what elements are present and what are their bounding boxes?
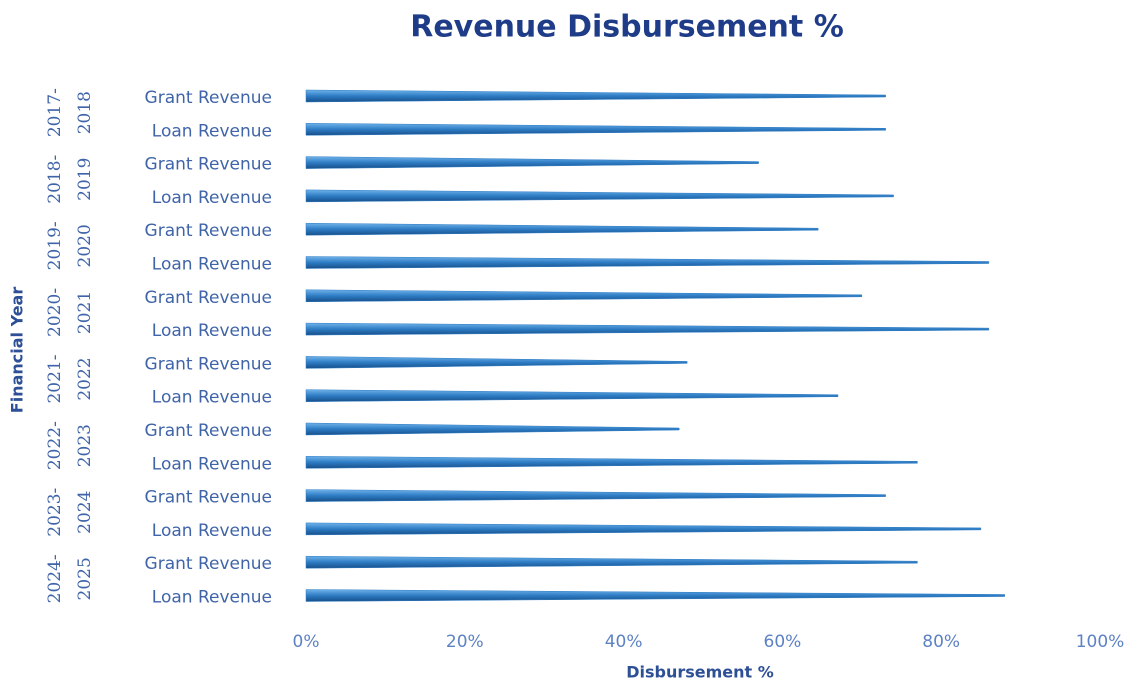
- bar: [305, 289, 863, 303]
- group-label: 2018- 2019: [45, 155, 95, 204]
- bar: [305, 123, 886, 136]
- x-tick-label: 60%: [764, 632, 802, 652]
- bar: [305, 322, 990, 336]
- group-label-line: 2022: [75, 357, 95, 400]
- x-tick-label: 100%: [1076, 632, 1125, 652]
- group-label-line: 2018-: [45, 155, 65, 204]
- bar: [305, 356, 688, 369]
- bar: [305, 522, 982, 536]
- bar: [305, 422, 680, 436]
- y-tick-label: Grant Revenue: [145, 554, 272, 574]
- group-label: 2023- 2024: [45, 488, 95, 537]
- y-tick-label: Loan Revenue: [152, 188, 272, 208]
- group-label-line: 2021-: [45, 355, 65, 404]
- group-label-line: 2020-: [45, 288, 65, 337]
- y-tick-label: Grant Revenue: [145, 221, 272, 241]
- group-label-line: 2024: [75, 491, 95, 534]
- x-tick-label: 20%: [446, 632, 484, 652]
- group-label: 2021- 2022: [45, 355, 95, 404]
- group-label: 2022- 2023: [45, 421, 95, 470]
- group-label-line: 2023-: [45, 488, 65, 537]
- y-tick-label: Loan Revenue: [152, 121, 272, 141]
- y-tick-label: Loan Revenue: [152, 521, 272, 541]
- bar: [305, 256, 990, 269]
- y-tick-label: Grant Revenue: [145, 288, 272, 308]
- x-axis-title: Disbursement %: [626, 663, 774, 682]
- y-tick-label: Loan Revenue: [152, 588, 272, 608]
- bar: [305, 222, 819, 236]
- group-label-line: 2018: [75, 91, 95, 134]
- y-tick-label: Grant Revenue: [145, 354, 272, 374]
- group-label-line: 2021: [75, 291, 95, 334]
- y-tick-label: Grant Revenue: [145, 421, 272, 441]
- bar: [305, 589, 1005, 602]
- y-tick-label: Grant Revenue: [145, 155, 272, 175]
- y-tick-label: Loan Revenue: [152, 255, 272, 275]
- group-label-line: 2023: [75, 424, 95, 467]
- chart-title: Revenue Disbursement %: [410, 10, 844, 45]
- bar: [305, 156, 759, 169]
- group-label: 2019- 2020: [45, 221, 95, 270]
- group-label-line: 2025: [75, 557, 95, 600]
- y-tick-label: Grant Revenue: [145, 488, 272, 508]
- group-label: 2024- 2025: [45, 554, 95, 603]
- group-label: 2017- 2018: [45, 88, 95, 137]
- group-label: 2020- 2021: [45, 288, 95, 337]
- bar: [305, 555, 918, 569]
- y-tick-label: Loan Revenue: [152, 388, 272, 408]
- group-label-line: 2019: [75, 158, 95, 201]
- group-label-line: 2019-: [45, 221, 65, 270]
- bar: [305, 456, 918, 469]
- group-label-line: 2022-: [45, 421, 65, 470]
- bar: [305, 489, 886, 502]
- x-tick-label: 40%: [605, 632, 643, 652]
- group-label-line: 2020: [75, 224, 95, 267]
- y-tick-label: Grant Revenue: [145, 88, 272, 108]
- y-tick-label: Loan Revenue: [152, 321, 272, 341]
- x-tick-label: 80%: [922, 632, 960, 652]
- x-tick-label: 0%: [293, 632, 320, 652]
- y-tick-label: Loan Revenue: [152, 454, 272, 474]
- bar: [305, 189, 894, 203]
- group-label-line: 2017-: [45, 88, 65, 137]
- bar: [305, 89, 886, 103]
- group-label-line: 2024-: [45, 554, 65, 603]
- bar: [305, 389, 839, 402]
- y-axis-title: Financial Year: [8, 287, 27, 414]
